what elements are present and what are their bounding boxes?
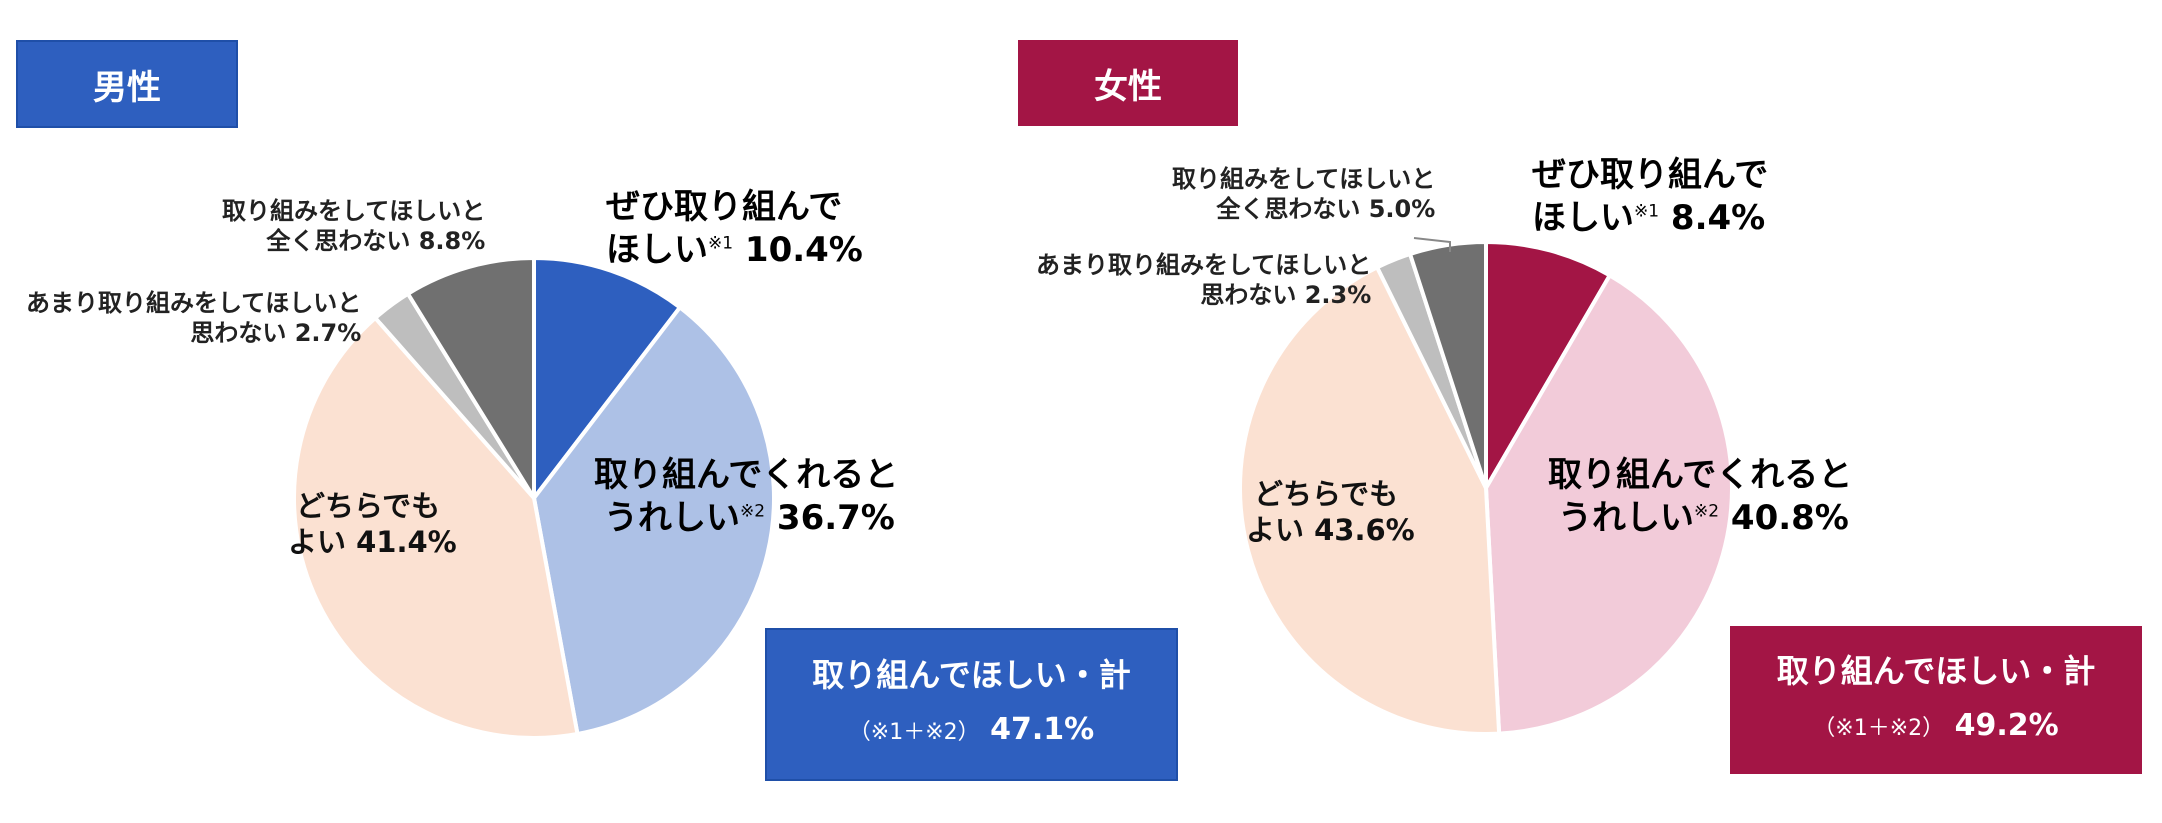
male-label-definitely-note: ※1 [708, 233, 734, 254]
summary-note2-female: ※2 [1889, 716, 1923, 741]
female-label-not-much-line1: あまり取り組みをしてほしいと [1036, 251, 1372, 279]
male-slice-either [292, 315, 580, 740]
female-label-happy-line2: うれしい [1558, 497, 1694, 538]
male-label-not-at-all-line1: 取り組みをしてほしいと [222, 197, 486, 225]
female-label-happy-note: ※2 [1694, 501, 1720, 522]
male-label-not-at-all: 取り組みをしてほしいと 全く思わない 8.8% [222, 196, 485, 256]
male-label-either: どちらでも よい 41.4% [288, 488, 457, 561]
male-label-happy-value: 36.7% [776, 497, 895, 538]
female-label-happy: 取り組んでくれると うれしい※2 40.8% [1548, 454, 1852, 539]
female-label-not-at-all: 取り組みをしてほしいと 全く思わない 5.0% [1172, 164, 1435, 224]
summary-note1-male: ※1 [870, 720, 904, 745]
female-label-not-much-value: 2.3% [1304, 281, 1372, 309]
gender-tag-male: 男性 [16, 40, 238, 128]
summary-title-male: 取り組んでほしい・計 [812, 656, 1131, 694]
female-label-definitely-line1: ぜひ取り組んで [1532, 155, 1769, 195]
female-label-either: どちらでも よい 43.6% [1246, 476, 1415, 549]
male-label-either-value: 41.4% [356, 525, 457, 560]
summary-box-male: 取り組んでほしい・計 （※1＋※2） 47.1% [765, 628, 1178, 781]
female-label-definitely-value: 8.4% [1670, 197, 1766, 238]
female-label-definitely-line2: ほしい [1532, 197, 1634, 238]
male-label-either-line2: よい [288, 525, 347, 560]
summary-value-female: 49.2% [1954, 708, 2059, 743]
summary-formula-male: （※1＋※2） 47.1% [767, 712, 1176, 747]
female-slice-definitely [1484, 239, 1613, 496]
male-label-happy-note: ※2 [740, 501, 766, 522]
male-label-either-line1: どちらでも [296, 489, 441, 523]
female-label-not-at-all-line1: 取り組みをしてほしいと [1172, 165, 1436, 193]
male-label-definitely-line2: ほしい [606, 229, 708, 270]
summary-note2-male: ※2 [925, 720, 958, 745]
male-label-not-much-value: 2.7% [294, 319, 362, 347]
female-label-happy-value: 40.8% [1730, 497, 1849, 538]
summary-paren-close-female: ） [1922, 716, 1945, 741]
summary-formula-female: （※1＋※2） 49.2% [1730, 708, 2142, 743]
female-label-either-line2: よい [1246, 513, 1305, 548]
summary-box-female: 取り組んでほしい・計 （※1＋※2） 49.2% [1730, 626, 2142, 774]
female-label-either-value: 43.6% [1314, 513, 1415, 548]
summary-note1-female: ※1 [1835, 716, 1868, 741]
male-label-not-much-line1: あまり取り組みをしてほしいと [26, 289, 362, 317]
male-label-happy: 取り組んでくれると うれしい※2 36.7% [594, 454, 898, 539]
female-slice-not-at-all [1407, 239, 1488, 489]
female-label-either-line1: どちらでも [1254, 477, 1399, 511]
female-label-not-much-line2: 思わない [1200, 281, 1297, 309]
female-label-not-at-all-line2: 全く思わない [1216, 195, 1361, 223]
summary-plus-male: ＋ [903, 720, 926, 745]
male-slice-not-at-all [405, 255, 536, 506]
summary-value-male: 47.1% [990, 712, 1095, 747]
male-slice-definitely [532, 255, 683, 504]
summary-paren-open-female: （ [1813, 716, 1836, 741]
summary-title-female: 取り組んでほしい・計 [1776, 652, 2096, 690]
male-label-not-much-line2: 思わない [190, 319, 287, 347]
female-label-definitely-note: ※1 [1634, 201, 1660, 222]
male-slice-happy [531, 304, 776, 737]
male-label-definitely-line1: ぜひ取り組んで [606, 187, 843, 227]
male-label-not-much: あまり取り組みをしてほしいと 思わない 2.7% [26, 288, 361, 348]
female-slice-happy [1483, 272, 1734, 736]
gender-tag-female: 女性 [1018, 40, 1238, 126]
female-label-not-at-all-value: 5.0% [1368, 195, 1436, 223]
female-label-definitely: ぜひ取り組んで ほしい※1 8.4% [1532, 154, 1768, 239]
male-label-definitely-value: 10.4% [744, 229, 863, 270]
male-label-happy-line2: うれしい [604, 497, 740, 538]
female-label-happy-line1: 取り組んでくれると [1548, 455, 1853, 495]
summary-paren-close-male: ） [957, 720, 980, 745]
female-label-not-much: あまり取り組みをしてほしいと 思わない 2.3% [1036, 250, 1371, 310]
male-label-happy-line1: 取り組んでくれると [594, 455, 899, 495]
summary-plus-female: ＋ [1867, 716, 1890, 741]
male-label-not-at-all-value: 8.8% [418, 227, 486, 255]
female-leader-line-not-at-all [1413, 237, 1451, 252]
male-label-not-at-all-line2: 全く思わない [266, 227, 411, 255]
male-label-definitely: ぜひ取り組んで ほしい※1 10.4% [606, 186, 863, 271]
summary-paren-open-male: （ [848, 720, 871, 745]
